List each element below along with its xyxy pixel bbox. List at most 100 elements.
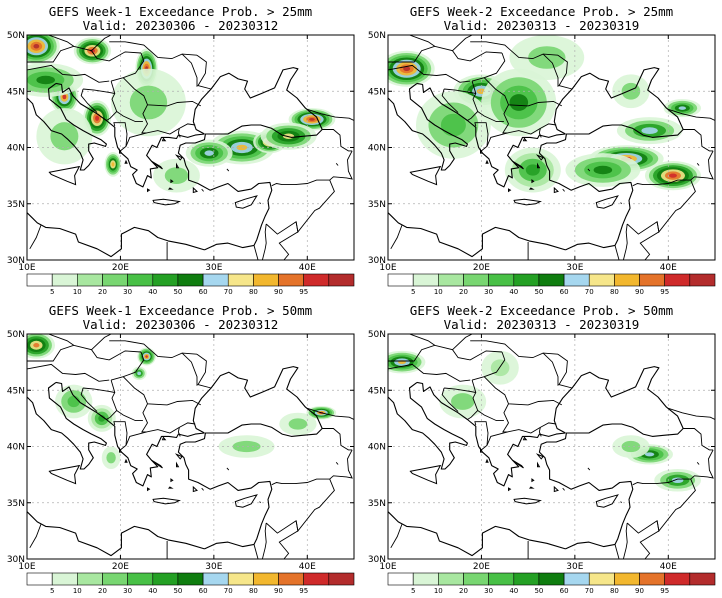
lake [620,501,622,504]
colorbar-box [102,572,129,586]
colorbar-label: 80 [610,288,619,296]
map-svg: 10E 20E 30E 40E 30N 35N 40N 45N 50N 5 10 20 30 40 50 60… [368,31,716,296]
coastline [177,423,323,550]
colorbar-box [328,572,355,586]
colorbar-box [538,273,565,287]
colorbar-box [227,572,254,586]
colorbar-box [387,572,414,586]
map-svg: 10E 20E 30E 40E 30N 35N 40N 45N 50N 5 10 20 30 40 50 60… [7,330,355,595]
lake [562,487,565,491]
country-border [141,104,196,135]
colorbar-label: 90 [635,587,644,595]
island [522,137,528,142]
country-border [261,223,267,260]
country-border [477,410,504,422]
country-border [502,403,557,434]
probability-contour [525,164,540,176]
colorbar-label: 5 [411,288,415,296]
probability-contour [129,85,168,120]
colorbar-label: 20 [459,587,468,595]
probability-contour [644,452,655,457]
colorbar-label: 90 [274,288,283,296]
island [485,159,489,164]
colorbar-box [614,572,640,586]
country-border [196,54,212,90]
island [553,186,559,194]
colorbar-box [303,572,330,586]
lat-tick-label: 50N [7,31,25,41]
lake [226,467,230,471]
probability-contour [67,395,80,408]
colorbar-label: 95 [299,587,308,595]
probability-contour [490,359,510,377]
coastline [388,212,566,258]
country-border [388,344,503,362]
coastline [538,124,684,251]
lat-tick-label: 50N [7,330,25,340]
colorbar-label: 20 [98,587,107,595]
colorbar-box [127,572,154,586]
coastline [27,212,205,258]
lon-tick-label: 10E [18,263,35,273]
colorbar-label: 70 [585,587,594,595]
lat-tick-label: 45N [7,386,25,396]
panel-title: GEFS Week-1 Exceedance Prob. > 50mm [48,303,313,318]
country-border [122,376,202,406]
island [537,461,541,468]
colorbar-label: 90 [274,587,283,595]
country-border [409,35,435,47]
lon-tick-label: 40E [299,263,316,273]
country-border [668,108,715,121]
colorbar-box [253,273,279,287]
country-border [542,352,559,386]
island [480,147,484,154]
coastline [55,82,205,188]
probability-contour [111,162,115,167]
island [528,486,535,489]
lake [259,202,261,205]
colorbar-box [463,273,490,287]
island [124,159,128,164]
island [537,162,541,169]
colorbar-label: 30 [123,288,132,296]
probability-contour [309,117,315,121]
panel-week1-50mm: GEFS Week-1 Exceedance Prob. > 50mm Vali… [0,299,361,598]
colorbar-box [689,273,716,287]
colorbar-label: 50 [173,587,182,595]
colorbar-label: 95 [299,288,308,296]
country-border [471,351,506,381]
colorbar-label: 5 [411,587,415,595]
colorbar-label: 50 [534,587,543,595]
panel-valid-dates: Valid: 20230313 - 20230319 [443,18,640,33]
country-border [27,363,110,382]
panel-valid-dates: Valid: 20230306 - 20230312 [82,18,279,33]
probability-contour [95,115,100,121]
coastline [192,67,323,135]
colorbar-box [51,273,78,287]
island [522,436,528,441]
lat-tick-label: 40N [7,443,25,453]
coastline [55,381,205,487]
panel-valid-dates: Valid: 20230313 - 20230319 [443,317,640,332]
panel-title: GEFS Week-2 Exceedance Prob. > 25mm [409,4,674,19]
country-border [261,522,267,559]
lon-tick-label: 30E [566,562,583,572]
colorbar-box [588,273,615,287]
island [513,497,542,505]
country-border [322,129,353,152]
island [485,458,489,463]
country-border [639,520,660,559]
map-svg: 10E 20E 30E 40E 30N 35N 40N 45N 50N 5 10 20 30 40 50 60… [368,330,716,595]
colorbar-box [438,572,464,586]
island [513,198,542,206]
colorbar-box [328,273,355,287]
country-border [388,64,471,83]
colorbar-label: 5 [50,288,54,296]
lat-tick-label: 30N [368,256,386,266]
country-border [683,428,714,451]
probability-contour [204,150,214,156]
colorbar-label: 50 [173,288,182,296]
country-border [307,407,354,420]
country-border [177,128,181,138]
country-border [106,80,118,121]
